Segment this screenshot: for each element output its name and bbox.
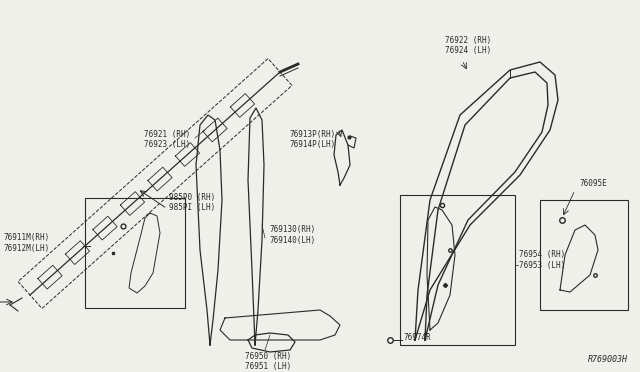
Bar [400, 195, 515, 345]
Text: 76921 (RH)
76923 (LH): 76921 (RH) 76923 (LH) [144, 130, 190, 150]
Text: 76922 (RH)
76924 (LH): 76922 (RH) 76924 (LH) [445, 36, 492, 55]
Text: 76095E: 76095E [580, 179, 608, 188]
Text: 769130(RH)
769140(LH): 769130(RH) 769140(LH) [270, 225, 316, 245]
Text: 76974R: 76974R [404, 333, 432, 341]
Text: 76911M(RH)
76912M(LH): 76911M(RH) 76912M(LH) [3, 233, 49, 253]
Text: 76954 (RH)
76953 (LH): 76954 (RH) 76953 (LH) [519, 250, 565, 270]
Text: 76950 (RH)
76951 (LH): 76950 (RH) 76951 (LH) [245, 352, 291, 371]
Text: R769003H: R769003H [588, 355, 628, 364]
Text: 76913P(RH)
76914P(LH): 76913P(RH) 76914P(LH) [290, 130, 336, 150]
Text: 985P0 (RH)
985PI (LH): 985P0 (RH) 985PI (LH) [169, 193, 216, 212]
Bar [85, 198, 185, 308]
Bar [540, 200, 628, 310]
